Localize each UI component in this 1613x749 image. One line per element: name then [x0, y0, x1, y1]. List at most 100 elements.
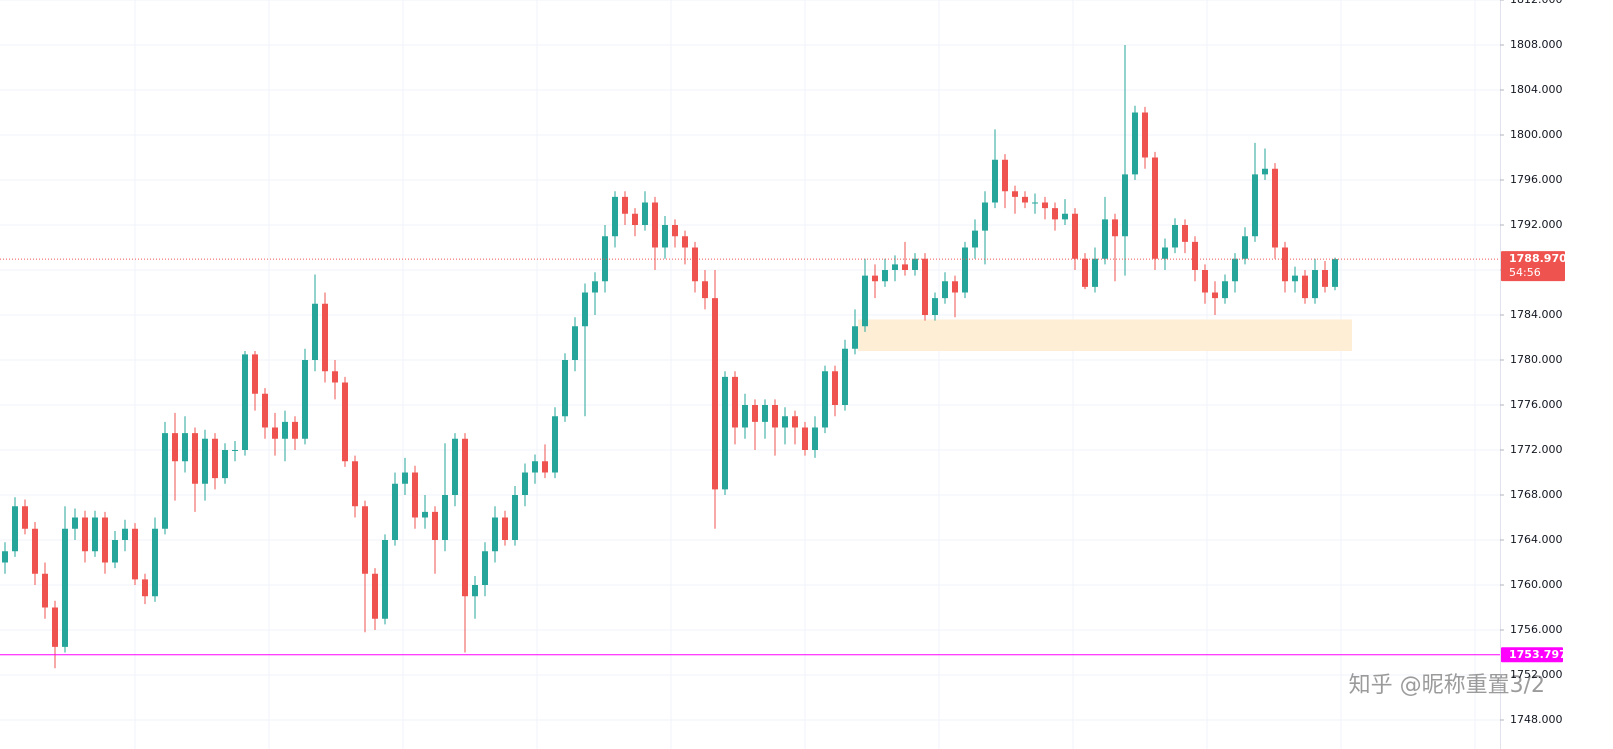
candle-body: [792, 416, 798, 428]
candle-body: [582, 292, 588, 327]
candle-body: [72, 517, 78, 529]
candle-body: [772, 405, 778, 428]
candle-body: [302, 360, 308, 439]
candle-body: [1222, 281, 1228, 299]
candle-body: [452, 438, 458, 495]
candle-body: [332, 371, 338, 383]
candle-body: [352, 461, 358, 507]
candle-body: [1212, 292, 1218, 299]
candle-body: [602, 236, 608, 282]
candle-body: [882, 270, 888, 282]
candle-body: [172, 433, 178, 462]
candle-body: [712, 298, 718, 490]
candle-body: [892, 264, 898, 270]
y-tick-label: 1812.000: [1510, 0, 1563, 6]
candle-body: [1142, 112, 1148, 158]
candle-body: [312, 303, 318, 360]
candle-body: [442, 495, 448, 540]
price-label: 1788.970: [1509, 252, 1567, 265]
candle-body: [942, 281, 948, 299]
candle-body: [132, 528, 138, 580]
candle-body: [512, 495, 518, 540]
candle-body: [382, 540, 388, 619]
candle-body: [1082, 258, 1088, 287]
candle-body: [152, 528, 158, 597]
y-tick-label: 1756.000: [1510, 623, 1563, 636]
y-tick-label: 1752.000: [1510, 668, 1563, 681]
candle-body: [262, 393, 268, 428]
candle-body: [1232, 258, 1238, 282]
candle-body: [522, 472, 528, 495]
candle-body: [1282, 247, 1288, 282]
candle-body: [992, 159, 998, 203]
candle-body: [22, 506, 28, 529]
candle-body: [842, 348, 848, 405]
price-label: 1753.797: [1509, 648, 1567, 661]
y-tick-label: 1784.000: [1510, 308, 1563, 321]
candle-body: [372, 573, 378, 619]
candle-body: [1122, 174, 1128, 237]
y-tick-label: 1748.000: [1510, 713, 1563, 726]
candle-body: [62, 528, 68, 647]
candle-body: [422, 511, 428, 518]
y-tick-label: 1804.000: [1510, 83, 1563, 96]
y-tick-label: 1796.000: [1510, 173, 1563, 186]
candle-body: [272, 427, 278, 439]
candle-body: [1092, 258, 1098, 287]
y-tick-label: 1764.000: [1510, 533, 1563, 546]
candle-body: [1202, 270, 1208, 293]
candle-body: [42, 573, 48, 608]
candle-body: [762, 405, 768, 422]
candle-body: [912, 258, 918, 270]
candle-body: [472, 585, 478, 597]
candle-body: [662, 225, 668, 248]
candle-body: [92, 517, 98, 552]
y-tick-label: 1792.000: [1510, 218, 1563, 231]
candle-body: [1032, 202, 1038, 204]
vertical-grid: [0, 0, 1500, 749]
candle-body: [362, 506, 368, 574]
candle-body: [52, 607, 58, 647]
candle-body: [1192, 241, 1198, 270]
candle-body: [1022, 196, 1028, 203]
candle-body: [672, 225, 678, 237]
candle-body: [462, 438, 468, 597]
y-tick-label: 1780.000: [1510, 353, 1563, 366]
candle-body: [622, 196, 628, 214]
y-tick-label: 1772.000: [1510, 443, 1563, 456]
candle-body: [1302, 275, 1308, 299]
candle-body: [122, 528, 128, 540]
candle-body: [292, 421, 298, 439]
candle-body: [1132, 112, 1138, 175]
candle-body: [432, 511, 438, 540]
candle-body: [732, 376, 738, 428]
candle-body: [412, 472, 418, 518]
y-tick-label: 1808.000: [1510, 38, 1563, 51]
price-label-box: [1501, 647, 1563, 663]
candle-body: [1072, 213, 1078, 259]
candle-body: [142, 579, 148, 597]
candle-body: [822, 371, 828, 428]
candle-body: [782, 416, 788, 428]
candle-body: [82, 517, 88, 552]
candle-body: [1172, 225, 1178, 248]
candle-body: [682, 236, 688, 248]
candle-body: [692, 247, 698, 282]
candle-body: [1292, 275, 1298, 282]
candle-body: [1042, 202, 1048, 209]
candle-body: [1182, 225, 1188, 242]
candle-body: [852, 326, 858, 349]
candle-body: [722, 376, 728, 490]
candle-body: [392, 483, 398, 540]
candle-body: [802, 427, 808, 450]
candle-body: [982, 202, 988, 231]
candle-body: [742, 405, 748, 428]
candle-body: [212, 438, 218, 479]
plot: [2, 45, 1352, 669]
zone: [858, 319, 1352, 351]
candle-body: [542, 461, 548, 473]
candle-body: [702, 281, 708, 299]
candle-body: [1062, 213, 1068, 220]
y-tick-label: 1760.000: [1510, 578, 1563, 591]
candle-body: [1242, 236, 1248, 259]
